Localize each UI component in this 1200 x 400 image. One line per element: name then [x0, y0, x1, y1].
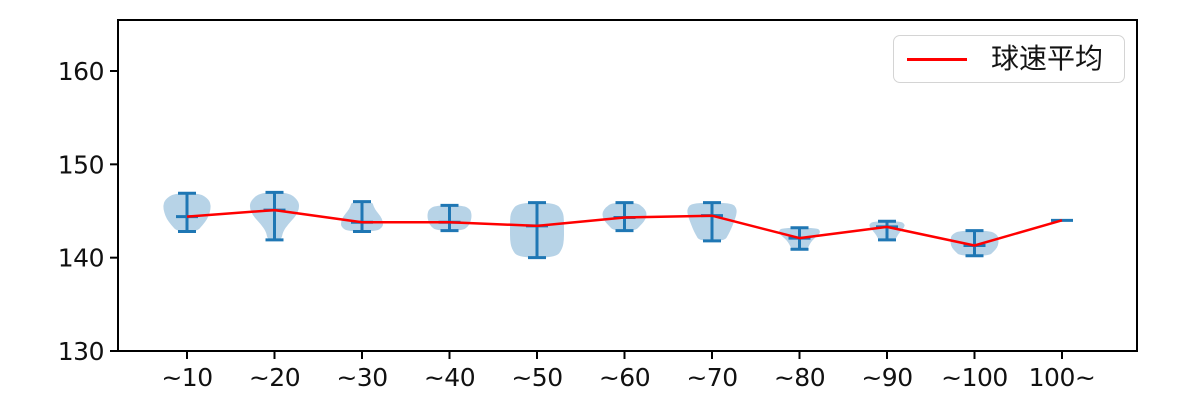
x-tick-label: ~30: [336, 363, 387, 392]
y-tick-label: 140: [58, 244, 104, 273]
plot-border: [117, 19, 1138, 352]
legend-label: 球速平均: [991, 42, 1104, 75]
y-tick-label: 130: [58, 337, 104, 366]
legend-line-swatch: [907, 57, 967, 61]
x-tick-label: ~100: [941, 363, 1008, 392]
y-tick-label: 150: [58, 150, 104, 179]
x-tick-label: ~60: [599, 363, 650, 392]
x-tick-label: ~50: [511, 363, 562, 392]
x-tick-label: 100~: [1029, 363, 1096, 392]
x-tick-label: ~20: [249, 363, 300, 392]
x-tick-label: ~40: [424, 363, 475, 392]
series-line-球速平均: [186, 208, 1063, 247]
y-tick-label: 160: [58, 57, 104, 86]
legend: 球速平均: [893, 35, 1125, 83]
x-tick-label: ~80: [774, 363, 825, 392]
x-tick-label: ~70: [686, 363, 737, 392]
x-tick-label: ~10: [161, 363, 212, 392]
x-tick-label: ~90: [861, 363, 912, 392]
